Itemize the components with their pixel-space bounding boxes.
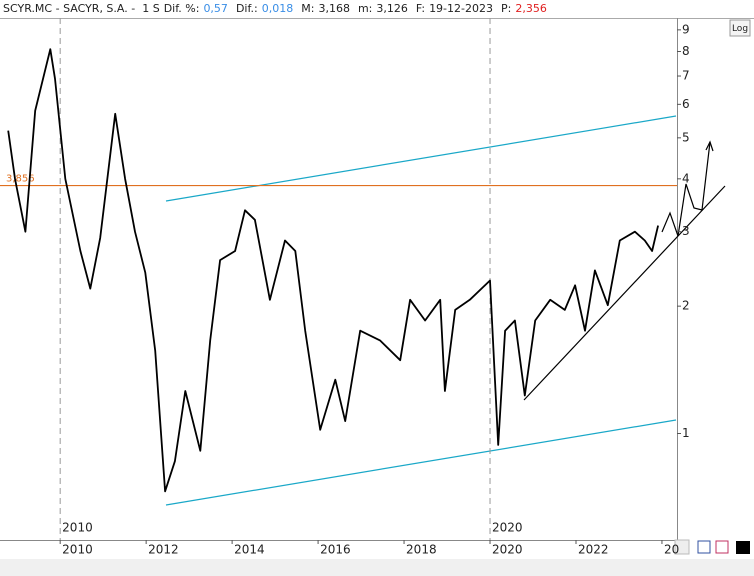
trend-line bbox=[523, 185, 726, 401]
zoom-button[interactable] bbox=[674, 539, 690, 555]
x-tick-label: 2012 bbox=[148, 543, 179, 557]
stat-label: Dif. %: bbox=[163, 2, 200, 15]
y-tick-label: 8 bbox=[682, 44, 690, 58]
x-tick-label: 2016 bbox=[320, 543, 351, 557]
x-tick-label: 20 bbox=[664, 543, 679, 557]
x-tick-label: 2010 bbox=[62, 543, 93, 557]
scroll-bar[interactable] bbox=[0, 559, 754, 576]
y-tick-label: 7 bbox=[682, 69, 690, 83]
stat-value: 3,126 bbox=[376, 2, 408, 15]
stat-value: 19-12-2023 bbox=[429, 2, 493, 15]
save-button[interactable] bbox=[697, 540, 711, 554]
x-tick-label: 2014 bbox=[234, 543, 265, 557]
level-label: 3,856 bbox=[6, 174, 35, 185]
stat-label: m: bbox=[357, 2, 373, 15]
stat-value: 0,018 bbox=[261, 2, 294, 15]
stat-label: P: bbox=[501, 2, 512, 15]
log-button[interactable] bbox=[729, 19, 751, 37]
period-marker-label: 2020 bbox=[492, 521, 523, 535]
stat-label: M: bbox=[301, 2, 315, 15]
projection-arrow bbox=[661, 141, 711, 237]
channel-upper bbox=[165, 115, 677, 202]
channel-lower bbox=[165, 419, 677, 506]
y-tick-label: 6 bbox=[682, 97, 690, 111]
stat-value: 3,168 bbox=[318, 2, 350, 15]
stat-value: 0,57 bbox=[203, 2, 228, 15]
x-tick-label: 2020 bbox=[492, 543, 523, 557]
stat-label: F: bbox=[415, 2, 426, 15]
log-button-label[interactable]: Log bbox=[732, 24, 748, 34]
y-tick-label: 5 bbox=[682, 130, 690, 144]
stat-label: Dif.: bbox=[235, 2, 258, 15]
x-tick-label: 2018 bbox=[406, 543, 437, 557]
y-tick-label: 1 bbox=[682, 426, 690, 440]
tool-button[interactable] bbox=[715, 540, 729, 554]
price-line bbox=[7, 48, 659, 493]
title: SCYR.MC - SACYR, S.A. - 1 S bbox=[3, 2, 160, 15]
y-tick-label: 3 bbox=[682, 224, 690, 238]
color-button[interactable] bbox=[736, 541, 750, 554]
stat-value: 2,356 bbox=[515, 2, 547, 15]
arrow-head bbox=[705, 140, 714, 152]
y-tick-label: 2 bbox=[682, 299, 690, 313]
period-marker-label: 2010 bbox=[62, 521, 93, 535]
y-tick-label: 9 bbox=[682, 22, 690, 36]
y-tick-label: 4 bbox=[682, 171, 690, 185]
x-tick-label: 2022 bbox=[578, 543, 609, 557]
header: SCYR.MC - SACYR, S.A. - 1 S Dif. %: 0,57 Di… bbox=[0, 0, 754, 18]
